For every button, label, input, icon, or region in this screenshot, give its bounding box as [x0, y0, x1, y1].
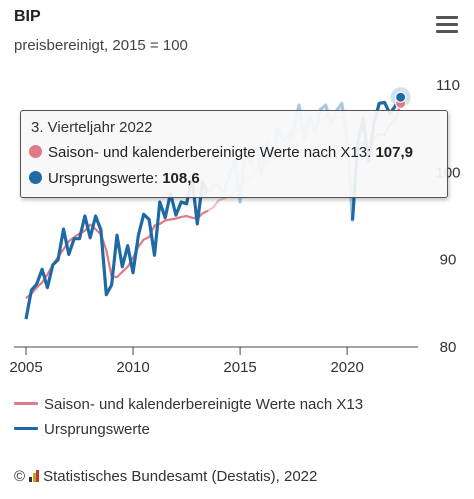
- copyright-symbol: ©: [14, 468, 26, 485]
- y-tick-label: 80: [440, 339, 457, 356]
- x-tick-label: 2015: [223, 359, 256, 376]
- chart-subtitle: preisbereinigt, 2015 = 100: [14, 37, 188, 54]
- series-line-original: [24, 175, 210, 320]
- legend-item-original[interactable]: Ursprungswerte: [14, 421, 150, 438]
- x-tick-label: 2005: [9, 359, 42, 376]
- destatis-logo-icon: [29, 470, 40, 482]
- legend-label: Ursprungswerte: [44, 421, 150, 438]
- tooltip-heading: 3. Vierteljahr 2022: [31, 119, 153, 136]
- legend-swatch: [14, 427, 38, 430]
- x-tick-label: 2010: [116, 359, 149, 376]
- legend-swatch: [14, 402, 38, 405]
- y-tick-label: 90: [440, 252, 457, 269]
- menu-bar: [436, 16, 458, 19]
- series-color-dot: [29, 171, 42, 184]
- tooltip-label: Ursprungswerte:: [48, 170, 159, 187]
- tooltip-value: 108,6: [162, 170, 200, 187]
- credits: © Statistisches Bundesamt (Destatis), 202…: [14, 468, 317, 485]
- chart-title: BIP: [14, 8, 41, 25]
- legend-label: Saison- und kalenderbereinigte Werte nac…: [44, 396, 364, 413]
- series-line-adjusted: [25, 209, 209, 299]
- series-color-dot: [29, 145, 42, 158]
- tooltip-label: Saison- und kalenderbereinigte Werte nac…: [48, 144, 372, 161]
- x-tick-label: 2020: [330, 359, 363, 376]
- tooltip-row-adjusted: Saison- und kalenderbereinigte Werte nac…: [29, 144, 413, 161]
- hamburger-menu-icon[interactable]: [436, 16, 458, 34]
- menu-bar: [436, 23, 458, 26]
- credits-text: Statistisches Bundesamt (Destatis), 2022: [43, 468, 318, 485]
- legend-item-adjusted[interactable]: Saison- und kalenderbereinigte Werte nac…: [14, 396, 363, 413]
- data-point-marker-original: [395, 91, 407, 103]
- tooltip-value: 107,9: [375, 144, 413, 161]
- y-tick-label: 110: [436, 77, 460, 94]
- menu-bar: [436, 30, 458, 33]
- tooltip: 3. Vierteljahr 2022 Saison- und kalender…: [20, 110, 448, 198]
- tooltip-row-original: Ursprungswerte: 108,6: [29, 170, 200, 187]
